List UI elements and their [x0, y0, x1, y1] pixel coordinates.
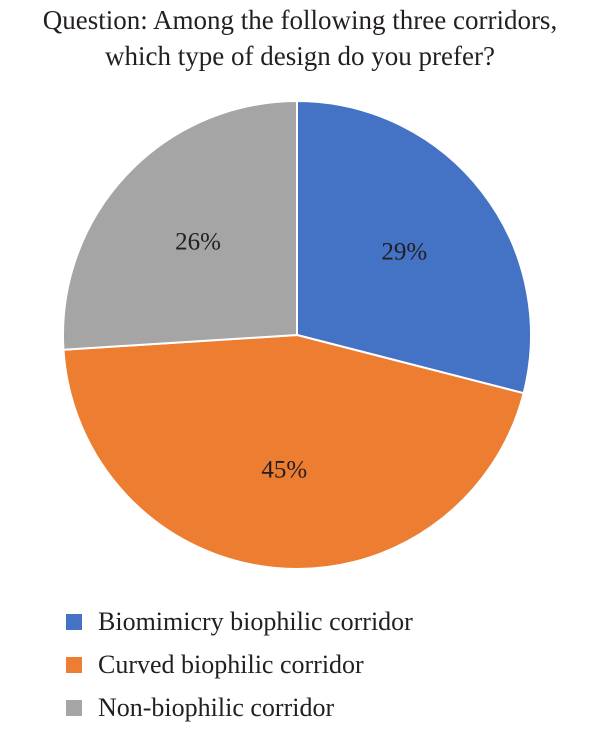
pie-slice-non-biophilic: [62, 99, 298, 351]
slice-label-non-biophilic: 26%: [175, 229, 221, 256]
pie-slices: [62, 99, 532, 570]
legend-label-curved: Curved biophilic corridor: [98, 649, 364, 679]
chart-title-line-1: Question: Among the following three corr…: [42, 5, 558, 35]
legend-swatch-biomimicry: [66, 613, 82, 630]
legend-label-biomimicry: Biomimicry biophilic corridor: [98, 606, 413, 636]
legend-swatch-non-biophilic: [66, 699, 82, 716]
legend-label-non-biophilic: Non-biophilic corridor: [98, 692, 335, 722]
slice-label-curved: 45%: [261, 457, 307, 484]
chart-legend: Biomimicry biophilic corridor Curved bio…: [66, 600, 413, 729]
chart-title-line-2: which type of design do you prefer?: [105, 41, 495, 71]
chart-title: Question: Among the following three corr…: [0, 2, 600, 74]
pie-slice-labels: 29% 45% 26%: [175, 229, 427, 484]
legend-item-curved: Curved biophilic corridor: [66, 643, 413, 686]
legend-item-biomimicry: Biomimicry biophilic corridor: [66, 600, 413, 643]
legend-swatch-curved: [66, 656, 82, 673]
pie-slice-biomimicry: [296, 99, 532, 395]
slice-label-biomimicry: 29%: [381, 238, 427, 265]
legend-item-non-biophilic: Non-biophilic corridor: [66, 686, 413, 729]
pie-slice-curved: [62, 333, 525, 570]
